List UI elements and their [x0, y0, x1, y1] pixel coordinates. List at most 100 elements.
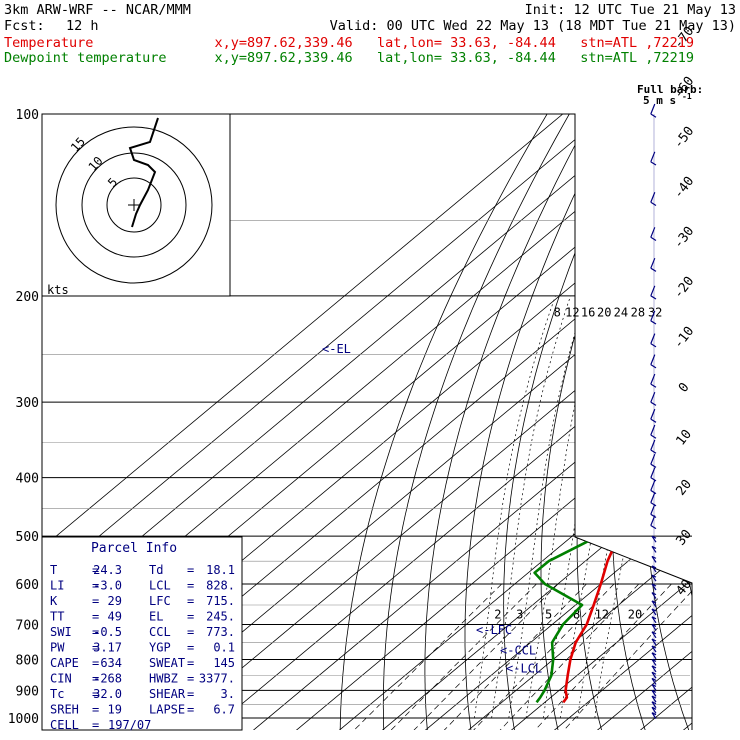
dry-adiabat — [711, 114, 740, 731]
parcel-info-cell: = — [187, 687, 194, 701]
theta-e-label: 8 — [554, 305, 561, 319]
wind-barb — [650, 373, 657, 388]
parcel-info-cell: -3.0 — [93, 579, 122, 593]
isotherm — [409, 114, 692, 730]
parcel-info-cell: YGP — [149, 641, 171, 655]
wind-barb-shaft — [650, 418, 657, 423]
mixing-ratio-label: 2 — [494, 608, 501, 622]
parcel-info-cell: SREH — [50, 703, 79, 717]
parcel-info-cell: 0.1 — [213, 641, 235, 655]
wind-barb-shaft — [650, 113, 657, 118]
wind-barb-shaft — [650, 477, 657, 482]
wind-barb-shaft — [650, 343, 657, 348]
dry-adiabat — [464, 114, 615, 730]
init-time: Init: 12 UTC Tue 21 May 13 — [524, 2, 736, 18]
valid-time: Valid: 00 UTC Wed 22 May 13 (18 MDT Tue … — [329, 18, 736, 34]
parcel-info-cell: PW — [50, 641, 65, 655]
hodograph-kts-label: kts — [47, 283, 69, 297]
parcel-info-cell: K — [50, 594, 58, 608]
parcel-info-cell: LFC — [149, 594, 171, 608]
parcel-info-cell: = — [92, 687, 99, 701]
parcel-info-cell: = — [92, 579, 99, 593]
parcel-info-cell: 3.17 — [93, 641, 122, 655]
isotherm-label: -50 — [671, 124, 697, 152]
wind-barb-shaft — [650, 320, 657, 325]
isotherm-label: 20 — [674, 477, 695, 499]
wind-barb-shaft — [650, 236, 657, 241]
parcel-info-cell: -268 — [93, 672, 122, 686]
dry-adiabat — [611, 114, 692, 730]
mixing-ratio-line — [472, 583, 615, 730]
wind-barb — [650, 103, 657, 118]
forecast-hour: 12 h — [66, 18, 99, 34]
wind-barb — [650, 424, 657, 439]
parcel-info-cell: = — [187, 625, 194, 639]
parcel-info-cell: SHEAR — [149, 687, 186, 701]
parcel-info-cell: = — [187, 672, 194, 686]
parcel-info-cell: 3377. — [199, 672, 235, 686]
parcel-info-cell: = — [92, 563, 99, 577]
temperature-legend-label: Temperature — [4, 35, 94, 51]
theta-e-label: 12 — [565, 305, 579, 319]
isotherm-label: -40 — [671, 174, 697, 202]
mixing-ratio-label: 20 — [628, 608, 642, 622]
pressure-label-900: 900 — [16, 684, 39, 699]
isotherm — [194, 114, 692, 730]
level-marker: <-LCL — [506, 661, 542, 675]
level-markers: <-EL <-LFC <-CCL <-LCL — [322, 342, 542, 675]
pressure-label-400: 400 — [16, 472, 39, 487]
level-marker: <-EL — [322, 342, 351, 356]
hodograph-ring — [106, 177, 162, 233]
parcel-info-cell: = — [92, 718, 99, 732]
parcel-info-cell: CAPE — [50, 656, 79, 670]
barb-legend-line2: 5 m s — [643, 94, 676, 107]
isotherm — [237, 114, 692, 730]
dry-adiabat — [645, 114, 692, 730]
pressure-label-500: 500 — [16, 530, 39, 545]
mixing-ratio-label: 5 — [545, 608, 552, 622]
parcel-info-cell: LCL — [149, 579, 171, 593]
mixing-ratio-line — [563, 583, 692, 730]
parcel-info-cell: 828. — [206, 579, 235, 593]
wind-barb-shaft — [650, 364, 657, 369]
isotherm — [323, 114, 692, 730]
wind-barb — [650, 354, 657, 369]
isotherm — [667, 114, 692, 730]
parcel-info-cell: CCL — [149, 625, 171, 639]
wind-barb-shaft — [650, 463, 657, 468]
wind-barb-shaft — [650, 401, 657, 406]
isotherm — [366, 114, 692, 730]
pressure-label-800: 800 — [16, 653, 39, 668]
dry-adiabat — [503, 114, 637, 730]
wind-barb-shaft — [650, 502, 657, 507]
wind-barb — [650, 504, 657, 519]
isotherm-label: -30 — [671, 224, 697, 252]
parcel-info-cell: Tc — [50, 687, 64, 701]
wind-barb-shaft — [650, 449, 657, 454]
parcel-info-cell: 6.7 — [213, 703, 235, 717]
isotherm-label: 0 — [676, 380, 693, 395]
mixing-ratio-line — [499, 583, 640, 730]
parcel-info-cell: = — [187, 610, 194, 624]
wind-barb-shaft — [650, 383, 657, 388]
parcel-info-cell: LAPSE — [149, 703, 185, 717]
wind-barb — [650, 439, 657, 454]
parcel-info-box-bg — [41, 536, 243, 731]
mixing-ratio-label: 3 — [516, 608, 523, 622]
parcel-info-cell: CIN — [50, 672, 72, 686]
barb-legend-superscript: -1 — [682, 92, 692, 101]
parcel-info-cell: T — [50, 563, 57, 577]
parcel-info-cell: 19 — [108, 703, 122, 717]
wind-barb — [650, 408, 657, 423]
theta-e-label: 20 — [597, 305, 611, 319]
theta-e-label: 32 — [648, 305, 662, 319]
parcel-info-cell: = — [92, 703, 99, 717]
mixing-ratio-line — [390, 583, 537, 730]
wind-barb — [650, 480, 657, 495]
parcel-info-cell: = — [187, 579, 194, 593]
hodograph-trace — [128, 117, 159, 228]
level-marker: <-LFC — [476, 623, 512, 637]
level-marker: <-CCL — [500, 643, 536, 657]
